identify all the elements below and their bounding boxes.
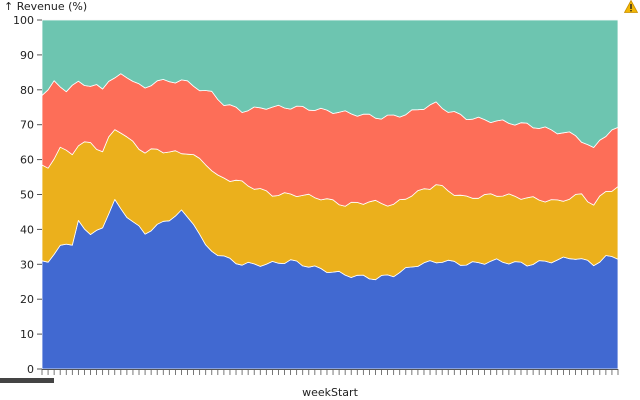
x-axis-title: weekStart bbox=[302, 386, 358, 399]
y-axis-title: ↑ Revenue (%) bbox=[4, 0, 87, 13]
x-tick-labels-overlap bbox=[0, 378, 54, 383]
warning-icon[interactable] bbox=[624, 0, 638, 13]
y-tick-label: 50 bbox=[20, 189, 34, 202]
y-tick-label: 0 bbox=[27, 363, 34, 376]
y-tick-label: 20 bbox=[20, 293, 34, 306]
chart-areas bbox=[41, 19, 619, 370]
y-tick-label: 40 bbox=[20, 223, 34, 236]
y-tick-label: 90 bbox=[20, 49, 34, 62]
y-tick-label: 70 bbox=[20, 119, 34, 132]
x-axis bbox=[0, 369, 619, 383]
y-tick-label: 60 bbox=[20, 154, 34, 167]
area-series-4 bbox=[41, 19, 619, 148]
y-tick-label: 100 bbox=[13, 14, 34, 27]
y-axis: 0 10 20 30 40 50 60 70 80 90 100 bbox=[13, 14, 42, 376]
y-tick-label: 10 bbox=[20, 328, 34, 341]
y-tick-label: 30 bbox=[20, 258, 34, 271]
y-tick-label: 80 bbox=[20, 84, 34, 97]
